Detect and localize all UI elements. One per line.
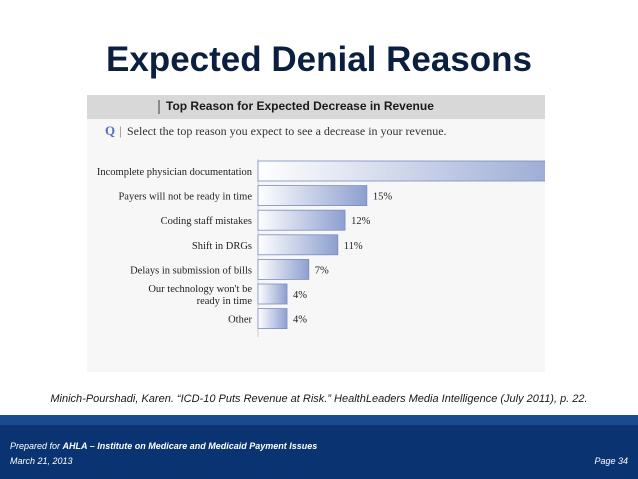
bar bbox=[257, 308, 288, 330]
footer-prepared-prefix: Prepared for bbox=[10, 441, 63, 451]
footer-page-number: Page 34 bbox=[594, 456, 628, 466]
slide-title: Expected Denial Reasons bbox=[106, 40, 532, 79]
bar-value-label: 15% bbox=[373, 192, 393, 203]
category-label: Shift in DRGs bbox=[192, 241, 252, 252]
category-label: Payers will not be ready in time bbox=[118, 192, 252, 203]
footer-date: March 21, 2013 bbox=[10, 456, 73, 466]
bar bbox=[257, 258, 310, 280]
source-citation: Minich-Pourshadi, Karen. “ICD-10 Puts Re… bbox=[50, 393, 588, 405]
footer-organization: AHLA – Institute on Medicare and Medicai… bbox=[62, 441, 318, 451]
bar-chart: 47%Incomplete physician documentation15%… bbox=[97, 159, 545, 337]
bar-value-label: 7% bbox=[315, 265, 329, 276]
category-label: Delays in submission of bills bbox=[130, 265, 252, 276]
bar-value-label: 11% bbox=[344, 241, 363, 252]
bar-value-label: 12% bbox=[351, 216, 371, 227]
question-text: Select the top reason you expect to see … bbox=[127, 124, 447, 138]
footer-prepared-for: Prepared for AHLA – Institute on Medicar… bbox=[10, 441, 317, 451]
chart-header: Top Reason for Expected Decrease in Reve… bbox=[87, 95, 545, 119]
bar-value-label: 4% bbox=[293, 290, 307, 301]
bar bbox=[257, 160, 545, 182]
bar-value-label: 4% bbox=[293, 315, 307, 326]
chart-title: Top Reason for Expected Decrease in Reve… bbox=[166, 99, 434, 113]
chart-header-divider bbox=[158, 100, 160, 114]
category-label: Coding staff mistakes bbox=[161, 216, 252, 227]
question-label: Q bbox=[105, 123, 116, 138]
category-label: Our technology won't be ready in time bbox=[148, 284, 252, 307]
bar bbox=[257, 185, 368, 206]
footer bbox=[0, 415, 638, 479]
category-label: Other bbox=[228, 315, 252, 326]
bar bbox=[257, 234, 339, 256]
question-separator: | bbox=[119, 123, 122, 138]
bar bbox=[257, 283, 288, 305]
chart-panel: Top Reason for Expected Decrease in Reve… bbox=[87, 95, 545, 372]
category-label: Incomplete physician documentation bbox=[97, 167, 253, 178]
bar bbox=[257, 209, 346, 231]
footer-stripe bbox=[0, 415, 638, 425]
